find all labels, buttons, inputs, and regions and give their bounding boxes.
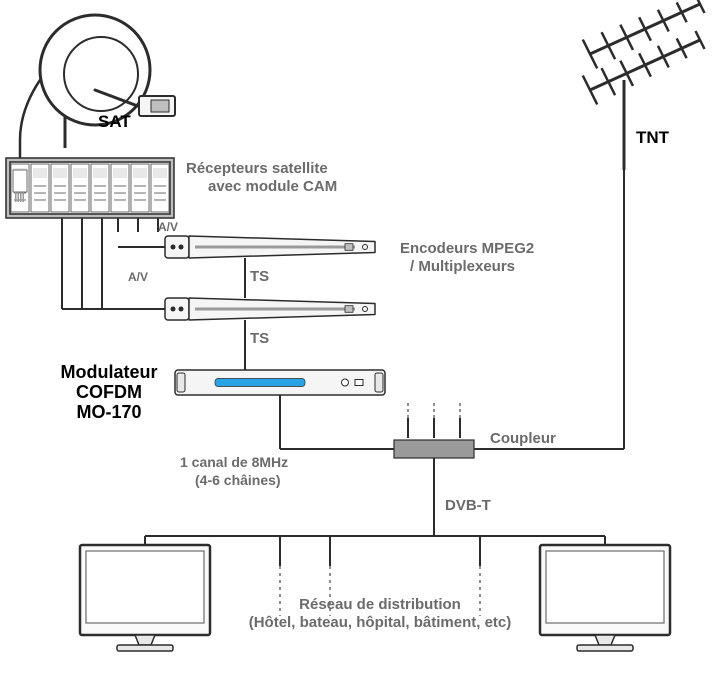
channel-label-2: (4-6 châines) xyxy=(195,472,281,488)
coupler-label: Coupleur xyxy=(490,430,556,447)
encoder-label-1: Encodeurs MPEG2 xyxy=(400,240,534,257)
dvbt-label: DVB-T xyxy=(445,497,491,514)
channel-label-1: 1 canal de 8MHz xyxy=(180,454,288,470)
dist-label-1: Réseau de distribution xyxy=(230,596,530,613)
ts-label-2: TS xyxy=(250,330,269,347)
av-label-2: A/V xyxy=(128,270,148,284)
modulator-label-3: MO-170 xyxy=(44,402,174,423)
receiver-label-1: Récepteurs satellite xyxy=(186,160,328,177)
modulator-label-1: Modulateur xyxy=(44,362,174,383)
av-label-1: A/V xyxy=(158,220,178,234)
receiver-label-2: avec module CAM xyxy=(208,178,337,195)
diagram-canvas xyxy=(0,0,720,675)
sat-label: SAT xyxy=(98,112,131,132)
encoder-label-2: / Multiplexeurs xyxy=(410,258,515,275)
ts-label-1: TS xyxy=(250,268,269,285)
tnt-label: TNT xyxy=(636,128,669,148)
dist-label-2: (Hôtel, bateau, hôpital, bâtiment, etc) xyxy=(210,614,550,631)
modulator-label-2: COFDM xyxy=(44,382,174,403)
